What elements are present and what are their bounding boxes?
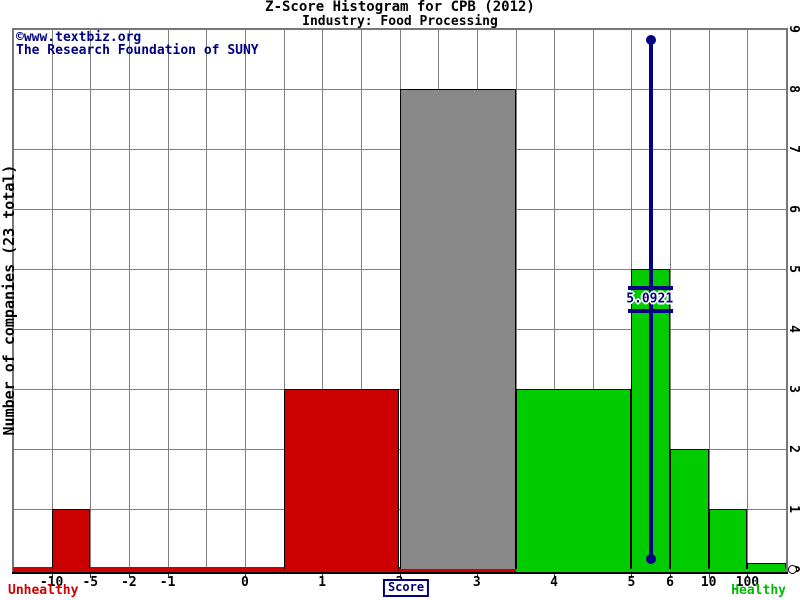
x-tick-mark xyxy=(747,574,749,578)
v-gridline xyxy=(90,29,92,572)
zscore-marker-cap-lower xyxy=(628,309,674,313)
histogram-bar-zero xyxy=(747,563,786,569)
y-tick-label: 2 xyxy=(786,445,800,453)
x-tick-mark xyxy=(670,574,671,578)
v-gridline xyxy=(128,29,130,572)
x-tick-mark xyxy=(554,574,556,578)
x-tick-mark xyxy=(322,574,324,578)
baseline-strip-green xyxy=(515,567,786,572)
v-gridline xyxy=(360,29,362,572)
plot-border-right xyxy=(786,28,788,574)
x-axis-label-score: Score xyxy=(382,579,430,597)
v-gridline xyxy=(670,29,671,572)
y-tick-label: 7 xyxy=(786,145,800,153)
v-gridline xyxy=(554,29,556,572)
v-gridline xyxy=(283,29,285,572)
x-tick-label: 6 xyxy=(666,575,674,590)
chart-subtitle: Industry: Food Processing xyxy=(302,14,498,29)
x-tick-label: 100 xyxy=(735,575,760,590)
x-tick-mark xyxy=(631,574,633,578)
v-gridline xyxy=(51,29,53,572)
y-tick-label: 6 xyxy=(786,205,800,213)
axis-end-circle xyxy=(788,565,797,574)
v-gridline xyxy=(322,29,324,572)
v-gridline xyxy=(708,29,710,572)
watermark-org: The Research Foundation of SUNY xyxy=(16,43,259,58)
y-tick-label: 9 xyxy=(786,25,800,33)
x-tick-label: -5 xyxy=(82,575,99,590)
histogram-bar xyxy=(283,389,400,569)
x-tick-mark xyxy=(167,574,169,578)
x-tick-mark xyxy=(399,574,401,578)
zone-label-unhealthy: Unhealthy xyxy=(8,583,79,598)
zone-label-healthy: Healthy xyxy=(731,583,786,598)
x-tick-mark xyxy=(128,574,130,578)
v-gridline xyxy=(167,29,169,572)
y-tick-label: 8 xyxy=(786,85,800,93)
x-tick-mark xyxy=(708,574,710,578)
plot-border-left xyxy=(12,28,14,574)
x-tick-label: 1 xyxy=(318,575,327,590)
zscore-marker-cap-upper xyxy=(628,286,674,290)
y-tick-label: 1 xyxy=(786,505,800,513)
y-tick-label: 4 xyxy=(786,325,800,333)
x-tick-mark xyxy=(51,574,53,578)
x-tick-mark xyxy=(90,574,92,578)
x-tick-mark xyxy=(476,574,478,578)
histogram-bar xyxy=(399,89,516,569)
x-tick-label: 5 xyxy=(627,575,636,590)
x-tick-mark xyxy=(244,574,246,578)
zscore-marker-line xyxy=(648,39,653,559)
v-gridline xyxy=(244,29,246,572)
y-tick-label: 3 xyxy=(786,385,800,393)
v-gridline xyxy=(592,29,594,572)
watermark-url[interactable]: ©www.textbiz.org xyxy=(16,30,142,45)
y-axis-label: Number of companies (23 total) xyxy=(0,164,18,436)
y-tick-label: 5 xyxy=(786,265,800,273)
histogram-bar xyxy=(51,509,91,569)
v-gridline xyxy=(747,29,749,572)
histogram-bar xyxy=(515,389,632,569)
zscore-marker-dot-top xyxy=(645,35,656,45)
baseline-strip-red xyxy=(13,567,516,572)
histogram-bar xyxy=(670,449,709,569)
zscore-marker-value: 5.0921 xyxy=(626,291,674,307)
x-tick-label: -1 xyxy=(159,575,176,590)
histogram-bar xyxy=(708,509,748,569)
x-tick-label: 10 xyxy=(700,575,717,590)
plot-border-bottom xyxy=(12,572,788,574)
chart-title: Z-Score Histogram for CPB (2012) xyxy=(265,0,535,15)
v-gridline xyxy=(206,29,208,572)
x-tick-label: 3 xyxy=(472,575,481,590)
x-tick-label: -10 xyxy=(39,575,64,590)
zscore-marker-dot-bottom xyxy=(645,554,656,564)
x-tick-label: 4 xyxy=(550,575,559,590)
v-gridline xyxy=(515,29,517,572)
x-tick-label: -2 xyxy=(121,575,137,590)
x-tick-label: 0 xyxy=(240,575,249,590)
